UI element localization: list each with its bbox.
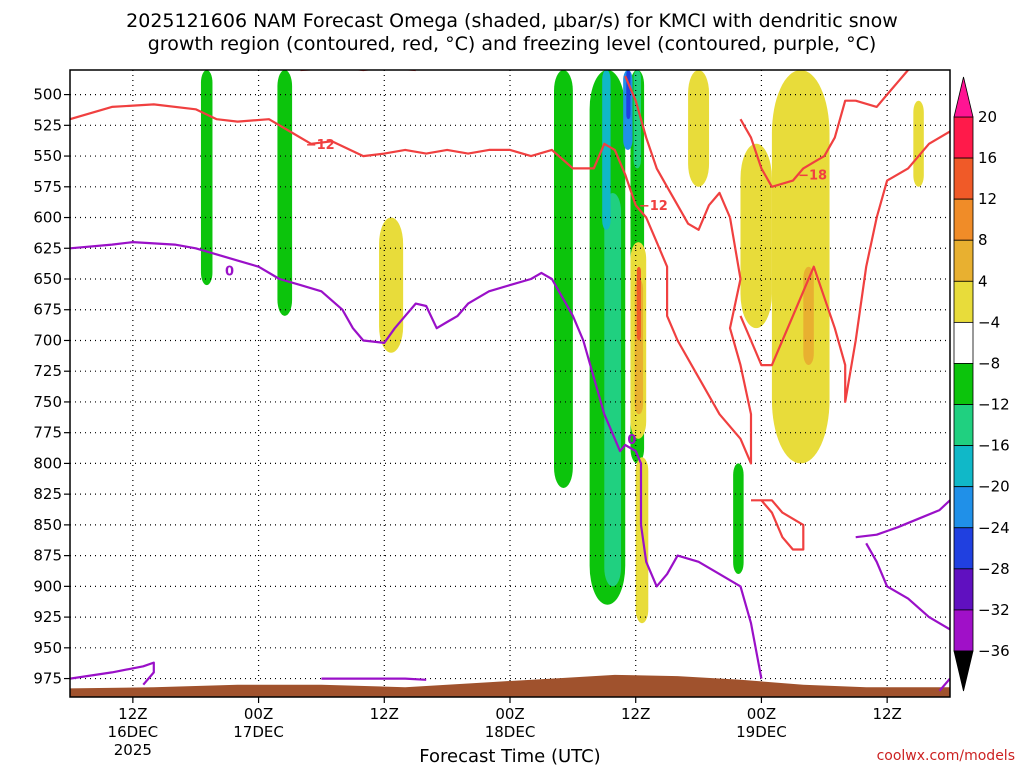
y-tick-label-13: 825 [33, 485, 62, 503]
y-tick-label-14: 850 [33, 516, 62, 534]
colorbar-band-11 [953, 568, 974, 611]
freezing-contour-1 [70, 661, 155, 686]
terrain-ground [70, 674, 950, 697]
freezing-contour-4 [865, 542, 950, 631]
x-tick-date-0: 16DEC [108, 723, 159, 741]
colorbar-label-5: −4 [978, 313, 1000, 331]
colorbar-label-6: −8 [978, 354, 1000, 372]
colorbar-label-10: −24 [978, 519, 1010, 537]
x-tick-label-2: 12Z [370, 705, 399, 723]
omega-region-8 [602, 70, 611, 230]
plot-content: −12 −12 −18 0 0 [70, 70, 950, 697]
freezing-contour-0 [70, 241, 763, 679]
x-tick-label-4: 12Z [621, 705, 650, 723]
colorbar-band-0 [953, 116, 974, 159]
y-tick-label-1: 525 [33, 116, 62, 134]
chart-title-line1: 2025121606 NAM Forecast Omega (shaded, µ… [126, 10, 898, 32]
colorbar-label-13: −36 [978, 642, 1010, 660]
omega-region-16 [635, 457, 649, 624]
y-tick-label-10: 750 [33, 393, 62, 411]
colorbar-band-1 [953, 157, 974, 200]
y-tick-label-9: 725 [33, 362, 62, 380]
dgz-contour-0 [70, 75, 753, 465]
omega-region-17 [913, 100, 924, 187]
colorbar-band-8 [953, 445, 974, 488]
y-tick-label-12: 800 [33, 454, 62, 472]
colorbar-label-8: −16 [978, 437, 1010, 455]
x-tick-label-6: 12Z [872, 705, 901, 723]
colorbar-bottom-arrow [953, 650, 974, 692]
y-tick-label-2: 550 [33, 147, 62, 165]
x-tick-label-0: 12Z [118, 705, 147, 723]
y-tick-label-8: 700 [33, 331, 62, 349]
colorbar-label-9: −20 [978, 478, 1010, 496]
y-tick-label-18: 950 [33, 639, 62, 657]
y-tick-label-3: 575 [33, 178, 62, 196]
y-tick-label-6: 650 [33, 270, 62, 288]
x-tick-year-0: 2025 [114, 741, 152, 759]
y-tick-label-4: 600 [33, 209, 62, 227]
freezing-contour-5 [938, 677, 950, 692]
colorbar-band-2 [953, 198, 974, 241]
x-tick-date-3: 18DEC [485, 723, 536, 741]
plot-area: −12 −12 −18 0 0 [69, 69, 951, 698]
colorbar-band-4 [953, 280, 974, 323]
colorbar-band-10 [953, 527, 974, 570]
omega-region-14 [771, 70, 830, 464]
x-tick-date-1: 17DEC [233, 723, 284, 741]
x-tick-date-5: 19DEC [736, 723, 787, 741]
contour-label-3: 0 [225, 264, 234, 279]
colorbar-label-12: −32 [978, 601, 1010, 619]
x-tick-label-3: 00Z [495, 705, 524, 723]
y-tick-label-19: 975 [33, 670, 62, 688]
dgz-contour-3 [751, 499, 805, 551]
y-tick-label-5: 625 [33, 239, 62, 257]
freezing-contour-3 [855, 499, 950, 539]
omega-region-2 [554, 70, 573, 488]
contour-label-1: −12 [639, 199, 668, 214]
x-tick-label-1: 00Z [244, 705, 273, 723]
colorbar-band-12 [953, 609, 974, 652]
colorbar-label-0: 20 [978, 108, 997, 126]
colorbar-label-3: 8 [978, 231, 988, 249]
freezing-contour-2 [321, 677, 427, 681]
y-tick-label-7: 675 [33, 301, 62, 319]
colorbar-label-4: 4 [978, 272, 988, 290]
colorbar-band-6 [953, 363, 974, 405]
colorbar-band-9 [953, 486, 974, 529]
omega-region-6 [604, 192, 622, 587]
colorbar: 20 16 12 8 4 −4 −8 −12 −16 −20 −24 −28 −32 −36 [953, 76, 1010, 692]
colorbar-label-1: 16 [978, 149, 997, 167]
colorbar-label-2: 12 [978, 190, 997, 208]
y-tick-label-0: 500 [33, 86, 62, 104]
omega-region-5 [733, 463, 744, 575]
omega-region-0 [200, 70, 213, 286]
y-tick-label-17: 925 [33, 608, 62, 626]
colorbar-band-3 [953, 239, 974, 282]
dgz-contour-1 [739, 70, 909, 188]
contour-label-0: −12 [306, 138, 335, 153]
contour-label-4: 0 [627, 433, 636, 448]
colorbar-band-7 [953, 404, 974, 447]
contour-label-2: −18 [798, 169, 827, 184]
colorbar-band-5 [953, 321, 974, 364]
y-tick-label-15: 875 [33, 547, 62, 565]
omega-region-13 [740, 143, 772, 329]
x-axis-label: Forecast Time (UTC) [419, 746, 600, 767]
colorbar-label-11: −28 [978, 560, 1010, 578]
y-tick-label-11: 775 [33, 424, 62, 442]
colorbar-label-7: −12 [978, 396, 1010, 414]
chart-title-line2: growth region (contoured, red, °C) and f… [148, 33, 877, 55]
omega-region-12 [688, 70, 710, 187]
source-credit: coolwx.com/models [877, 748, 1015, 764]
omega-region-20 [636, 266, 641, 341]
colorbar-top-arrow [953, 76, 974, 118]
y-axis: 500 525 550 575 600 625 650 675 700 725 750 775 800 8… [33, 86, 70, 688]
y-tick-label-16: 900 [33, 577, 62, 595]
omega-region-11 [379, 217, 404, 353]
dgz-contour-2 [739, 130, 950, 403]
x-tick-label-5: 00Z [747, 705, 776, 723]
